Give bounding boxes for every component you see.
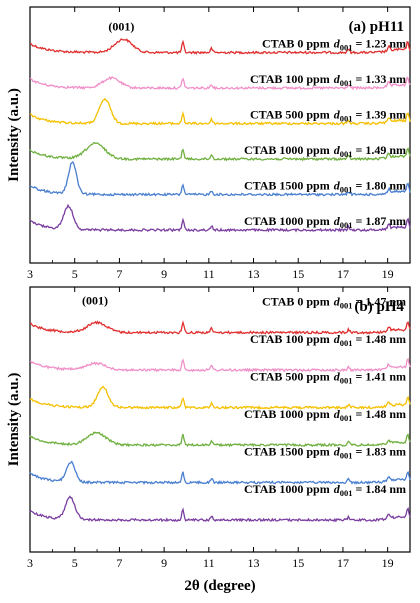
peak-label-001: (001) <box>82 294 108 308</box>
series-name: CTAB 1000 ppm <box>244 407 330 421</box>
series-d-value: 1.33 nm <box>365 72 406 86</box>
series-label: CTAB 500 ppm d001 = 1.39 nm <box>250 108 406 124</box>
series-d-value: 1.83 nm <box>365 445 406 459</box>
plot-frame <box>29 286 411 553</box>
x-tick-label: 17 <box>337 556 349 570</box>
series-name: CTAB 1000 ppm <box>244 214 330 228</box>
series-label: CTAB 1000 ppm d001 = 1.84 nm <box>244 482 406 498</box>
series-line <box>29 97 411 126</box>
series-line <box>29 495 411 523</box>
series-line <box>29 357 411 373</box>
series-label: CTAB 1500 ppm d001 = 1.80 nm <box>244 179 406 195</box>
series-line <box>29 460 411 485</box>
plot-frame <box>29 6 411 264</box>
series-name: CTAB 100 ppm <box>250 332 330 346</box>
series-d-value: 1.80 nm <box>365 179 406 193</box>
series-name: CTAB 1500 ppm <box>244 445 330 459</box>
series-d-value: 1.39 nm <box>365 108 406 122</box>
series-line <box>29 38 411 55</box>
series-label: CTAB 1500 ppm d001 = 1.83 nm <box>244 445 406 461</box>
series-line <box>29 431 411 448</box>
series-name: CTAB 500 ppm <box>250 108 330 122</box>
peak-label-001: (001) <box>108 20 134 34</box>
x-tick-label: 15 <box>292 267 304 281</box>
series-d-value: 1.48 nm <box>365 407 406 421</box>
series-name: CTAB 0 ppm <box>262 295 330 309</box>
x-tick-label: 7 <box>116 556 122 570</box>
x-tick-label: 13 <box>248 267 260 281</box>
panel-title: (a) pH11 <box>349 19 404 35</box>
series-label: CTAB 500 ppm d001 = 1.41 nm <box>250 370 406 386</box>
series-label: CTAB 0 ppm d001 = 1.23 nm <box>262 37 406 53</box>
series-label: CTAB 100 ppm d001 = 1.33 nm <box>250 72 406 88</box>
series-line <box>29 203 411 233</box>
x-axis-title: 2θ (degree) <box>184 578 255 594</box>
series-label: CTAB 1000 ppm d001 = 1.48 nm <box>244 407 406 423</box>
series-label: CTAB 1000 ppm d001 = 1.49 nm <box>244 143 406 159</box>
series-label: CTAB 1000 ppm d001 = 1.87 nm <box>244 214 406 230</box>
x-tick-label: 5 <box>72 556 78 570</box>
x-tick-label: 5 <box>72 267 78 281</box>
x-tick-label: 11 <box>203 267 215 281</box>
series-d-value: 1.49 nm <box>365 143 406 157</box>
y-axis-title: Intensity (a.u.) <box>6 88 22 182</box>
series-d-value: 1.48 nm <box>365 332 406 346</box>
series-name: CTAB 1500 ppm <box>244 179 330 193</box>
x-tick-label: 15 <box>292 556 304 570</box>
x-tick-label: 17 <box>337 267 349 281</box>
x-tick-label: 19 <box>382 556 394 570</box>
series-d-value: 1.84 nm <box>365 482 406 496</box>
series-label: CTAB 100 ppm d001 = 1.48 nm <box>250 332 406 348</box>
series-name: CTAB 1000 ppm <box>244 143 330 157</box>
x-tick-label: 9 <box>161 267 167 281</box>
series-line <box>29 160 411 197</box>
series-d-value: 1.41 nm <box>365 370 406 384</box>
series-name: CTAB 1000 ppm <box>244 482 330 496</box>
series-label: CTAB 0 ppm d001 = 1.47 nm <box>262 295 406 311</box>
x-tick-label: 3 <box>27 556 33 570</box>
series-name: CTAB 0 ppm <box>262 37 330 51</box>
series-line <box>29 385 411 410</box>
series-line <box>29 142 411 162</box>
x-tick-label: 19 <box>382 267 394 281</box>
panel-title: (b) pH4 <box>354 299 404 315</box>
x-tick-label: 9 <box>161 556 167 570</box>
series-line <box>29 75 411 91</box>
x-tick-label: 3 <box>27 267 33 281</box>
series-d-value: 1.87 nm <box>365 214 406 228</box>
panel-a: 3 5 7 9 11 13 15 17 19 Intensity (a.u.) (a) pH11 CT… <box>6 6 411 281</box>
series-name: CTAB 500 ppm <box>250 370 330 384</box>
x-tick-label: 7 <box>116 267 122 281</box>
y-axis-title: Intensity (a.u.) <box>6 373 22 467</box>
series-d-value: 1.23 nm <box>365 37 406 51</box>
series-line <box>29 320 411 335</box>
x-tick-label: 13 <box>248 556 260 570</box>
x-tick-label: 11 <box>203 556 215 570</box>
series-d-value: 1.47 nm <box>365 295 406 309</box>
series-name: CTAB 100 ppm <box>250 72 330 86</box>
